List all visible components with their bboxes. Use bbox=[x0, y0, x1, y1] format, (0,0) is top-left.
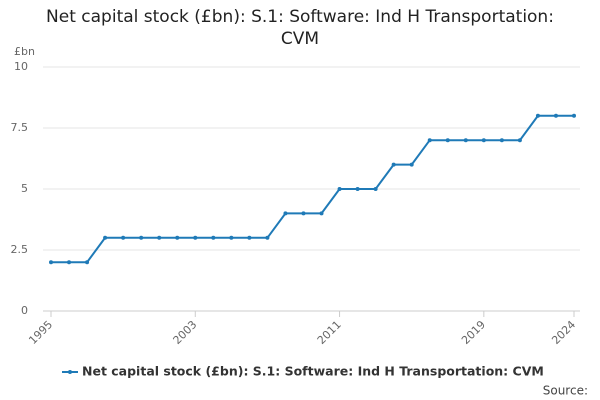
line bbox=[51, 114, 574, 264]
point bbox=[85, 260, 90, 265]
y-tick-label: 5 bbox=[21, 182, 28, 195]
point bbox=[193, 235, 198, 240]
point bbox=[157, 235, 162, 240]
x-tick-label: 2019 bbox=[459, 318, 488, 347]
point bbox=[427, 138, 432, 143]
legend-marker bbox=[68, 370, 72, 374]
point bbox=[572, 113, 576, 118]
point bbox=[535, 113, 540, 118]
point bbox=[301, 211, 306, 216]
point bbox=[319, 211, 324, 216]
point bbox=[517, 138, 522, 143]
chart-title: Net capital stock (£bn): S.1: Software: … bbox=[46, 7, 554, 49]
point bbox=[355, 187, 360, 191]
point bbox=[121, 235, 126, 240]
point bbox=[337, 187, 342, 191]
point bbox=[265, 235, 270, 240]
legend-label: Net capital stock (£bn): S.1: Software: … bbox=[82, 364, 544, 379]
point bbox=[391, 162, 396, 167]
y-tick-label: 7.5 bbox=[11, 121, 29, 134]
point bbox=[49, 260, 53, 265]
y-tick-label: 0 bbox=[21, 304, 28, 317]
x-tick-label: 2024 bbox=[549, 318, 578, 347]
point bbox=[247, 235, 252, 240]
point bbox=[211, 235, 216, 240]
point bbox=[175, 235, 180, 240]
point bbox=[553, 113, 558, 118]
source: Source: bbox=[543, 384, 588, 398]
point bbox=[103, 235, 108, 240]
y-axis-label: £bn bbox=[14, 45, 35, 58]
x-tick-label: 2003 bbox=[171, 318, 200, 347]
y-tick-label: 10 bbox=[14, 60, 28, 73]
point bbox=[283, 211, 288, 216]
point bbox=[373, 187, 378, 191]
x-tick-label: 2011 bbox=[315, 318, 344, 347]
point bbox=[229, 235, 234, 240]
point bbox=[445, 138, 450, 143]
point bbox=[481, 138, 486, 143]
point bbox=[499, 138, 504, 143]
point bbox=[409, 162, 414, 167]
point bbox=[139, 235, 144, 240]
point bbox=[67, 260, 72, 265]
point bbox=[463, 138, 468, 143]
x-tick-label: 1995 bbox=[26, 318, 55, 347]
y-tick-label: 2.5 bbox=[11, 243, 29, 256]
